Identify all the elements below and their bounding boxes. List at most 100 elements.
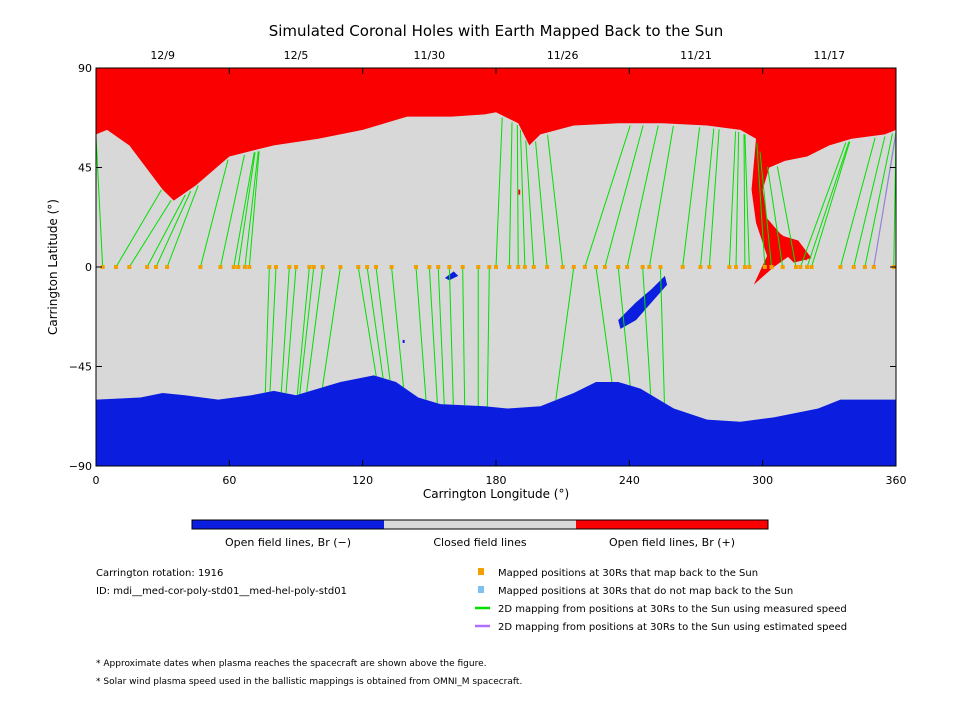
date-tick-label: 11/30 <box>413 49 445 62</box>
mapped-point <box>742 265 747 269</box>
mapped-point <box>851 265 856 269</box>
mapped-point <box>734 265 738 269</box>
mapped-point <box>231 265 236 269</box>
colorbar-open-negative <box>192 520 384 529</box>
colorbar-label-closed: Closed field lines <box>433 536 527 549</box>
legend-label-measured: 2D mapping from positions at 30Rs to the… <box>498 604 847 615</box>
mapped-point <box>100 265 105 269</box>
mapped-point <box>571 265 576 269</box>
mapping-line-measured <box>535 141 548 268</box>
open-field-negative-region <box>96 375 896 466</box>
mapped-point <box>311 265 316 269</box>
mapped-point <box>616 265 621 269</box>
mapped-point <box>165 265 170 269</box>
mapping-line-measured <box>428 266 438 404</box>
mapping-line-measured <box>519 129 526 268</box>
mapping-line-measured <box>708 129 720 268</box>
mapping-line-measured <box>699 128 715 268</box>
x-tick-label: 360 <box>886 474 907 487</box>
negative-hole-small <box>444 271 459 281</box>
mapping-line-measured <box>264 266 270 393</box>
mapped-point <box>838 265 843 269</box>
mapped-point <box>809 265 814 269</box>
mapping-line-measured <box>756 143 766 268</box>
x-tick-label: 180 <box>486 474 507 487</box>
chart-title: Simulated Coronal Holes with Earth Mappe… <box>269 22 724 40</box>
mapping-line-measured <box>95 136 104 268</box>
mapped-point <box>602 265 607 269</box>
mapped-point <box>862 265 867 269</box>
x-tick-label: 0 <box>93 474 100 487</box>
mapping-line-measured <box>811 141 851 268</box>
mapped-point <box>560 265 565 269</box>
mapped-point <box>145 265 150 269</box>
mapping-line-measured <box>244 151 259 268</box>
x-tick-label: 120 <box>352 474 373 487</box>
mapping-line-measured <box>547 134 564 268</box>
mapped-point <box>625 265 630 269</box>
mapping-line-measured <box>626 125 659 268</box>
mapping-line-measured <box>516 125 519 268</box>
y-axis: 90 45 0 −45 −90 <box>69 62 896 473</box>
mapped-point <box>494 265 498 269</box>
mapping-line-measured <box>799 142 847 268</box>
y-tick-label: 45 <box>78 162 92 175</box>
mapped-point <box>594 265 598 269</box>
legend: Mapped positions at 30Rs that map back t… <box>475 568 847 633</box>
mapping-line-measured <box>269 266 277 392</box>
mapped-point <box>507 265 512 269</box>
mapped-point <box>427 265 432 269</box>
mapped-point <box>780 265 785 269</box>
negative-hole-equatorial <box>618 275 668 329</box>
y-tick-label: −45 <box>69 361 92 374</box>
legend-label-estimated: 2D mapping from positions at 30Rs to the… <box>498 622 847 633</box>
x-tick-label: 300 <box>752 474 773 487</box>
mapping-line-measured <box>839 137 876 268</box>
mapping-line-estimated <box>873 134 897 268</box>
mapped-point <box>127 265 132 269</box>
mapping-line-measured <box>462 266 466 406</box>
carrington-rotation: Carrington rotation: 1916 <box>96 568 223 579</box>
mapping-line-measured <box>375 266 391 381</box>
mapping-line-measured <box>682 127 701 268</box>
mapped-point <box>356 265 361 269</box>
mapping-line-measured <box>604 125 644 268</box>
y-tick-label: 90 <box>78 62 92 75</box>
mapping-line-measured <box>366 266 384 379</box>
mapped-point <box>794 265 798 269</box>
mapping-line-measured <box>299 266 315 395</box>
mapped-point <box>242 265 247 269</box>
mapping-line-measured <box>555 266 575 401</box>
mapping-line-measured <box>728 131 737 268</box>
mapped-point <box>798 265 803 269</box>
x-axis-label: Carrington Longitude (°) <box>423 487 569 501</box>
date-tick-label: 11/21 <box>680 49 712 62</box>
mapped-point <box>871 265 876 269</box>
mapping-line-measured <box>776 166 797 268</box>
mapped-point <box>805 265 810 269</box>
plot-area <box>95 67 897 467</box>
mapping-line-measured <box>508 122 513 268</box>
mapping-line-measured <box>233 152 255 268</box>
mapping-line-measured <box>321 266 341 388</box>
mapped-point <box>114 265 118 269</box>
legend-swatch-mapped <box>478 568 484 575</box>
mapping-line-measured <box>735 131 740 268</box>
mapping-line-measured <box>146 194 186 268</box>
mapped-point <box>307 265 312 269</box>
legend-label-not-mapped: Mapped positions at 30Rs that do not map… <box>498 586 793 597</box>
y-tick-label: 0 <box>85 261 92 274</box>
mapped-point <box>236 265 241 269</box>
mapping-line-measured <box>199 159 229 268</box>
mapped-point <box>365 265 370 269</box>
mapping-line-measured <box>617 266 631 386</box>
date-tick-label: 12/9 <box>150 49 175 62</box>
mapping-line-measured <box>744 134 750 268</box>
mapping-line-measured <box>128 199 172 268</box>
mapped-point <box>374 265 378 269</box>
mapping-line-measured <box>486 266 490 407</box>
mapped-point <box>460 265 465 269</box>
mapped-point <box>522 265 527 269</box>
mapped-point <box>247 265 252 269</box>
